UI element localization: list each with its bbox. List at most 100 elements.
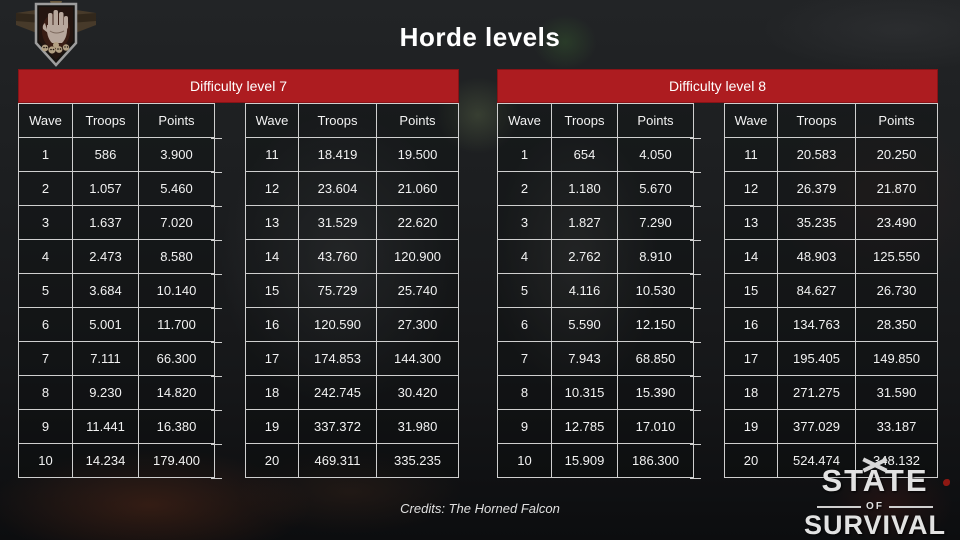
table-cell: 8 bbox=[18, 375, 73, 410]
table-cell: 13 bbox=[245, 205, 299, 240]
table-cell: 20.583 bbox=[777, 137, 856, 172]
table-cell: 19 bbox=[724, 409, 778, 444]
blood-splatter-decoration bbox=[943, 479, 950, 486]
column-header: Troops bbox=[777, 103, 856, 138]
table-row: 19 377.029 33.187 bbox=[724, 409, 938, 444]
table-cell: 4 bbox=[497, 239, 552, 274]
table-cell: 28.350 bbox=[855, 307, 938, 342]
table-cell: 469.311 bbox=[298, 443, 377, 478]
table-cell: 8 bbox=[497, 375, 552, 410]
table-cell: 14 bbox=[245, 239, 299, 274]
table-cell: 134.763 bbox=[777, 307, 856, 342]
table-cell: 16 bbox=[724, 307, 778, 342]
table-row: 9 12.785 17.010 bbox=[497, 409, 694, 444]
table-cell: 19.500 bbox=[376, 137, 459, 172]
table-row: 4 2.762 8.910 bbox=[497, 239, 694, 274]
table-cell: 16 bbox=[245, 307, 299, 342]
table-cell: 27.300 bbox=[376, 307, 459, 342]
table-cell: 242.745 bbox=[298, 375, 377, 410]
table-cell: 20 bbox=[724, 443, 778, 478]
table-header-row: Wave Troops Points bbox=[724, 103, 938, 138]
table-row: 18 271.275 31.590 bbox=[724, 375, 938, 410]
table-cell: 120.590 bbox=[298, 307, 377, 342]
table-cell: 22.620 bbox=[376, 205, 459, 240]
logo-divider-line bbox=[817, 505, 862, 509]
table-cell: 4.116 bbox=[551, 273, 618, 308]
column-header: Points bbox=[376, 103, 459, 138]
table-cell: 2 bbox=[497, 171, 552, 206]
difficulty-8-waves-11-20-table: Wave Troops Points 11 20.583 20.250 12 26.379 2… bbox=[724, 103, 938, 478]
table-cell: 7.020 bbox=[138, 205, 215, 240]
table-cell: 13 bbox=[724, 205, 778, 240]
table-cell: 11 bbox=[245, 137, 299, 172]
table-cell: 23.490 bbox=[855, 205, 938, 240]
table-row: 5 3.684 10.140 bbox=[18, 273, 215, 308]
column-header: Troops bbox=[72, 103, 139, 138]
table-cell: 4.050 bbox=[617, 137, 694, 172]
column-header: Points bbox=[138, 103, 215, 138]
table-cell: 25.740 bbox=[376, 273, 459, 308]
page-title: Horde levels bbox=[399, 22, 561, 52]
table-cell: 12 bbox=[724, 171, 778, 206]
table-cell: 10.140 bbox=[138, 273, 215, 308]
table-cell: 19 bbox=[245, 409, 299, 444]
table-cell: 26.730 bbox=[855, 273, 938, 308]
column-header: Wave bbox=[724, 103, 778, 138]
table-row: 3 1.827 7.290 bbox=[497, 205, 694, 240]
table-cell: 30.420 bbox=[376, 375, 459, 410]
table-cell: 10.315 bbox=[551, 375, 618, 410]
table-cell: 84.627 bbox=[777, 273, 856, 308]
table-cell: 1.057 bbox=[72, 171, 139, 206]
table-row: 17 174.853 144.300 bbox=[245, 341, 459, 376]
table-row: 1 654 4.050 bbox=[497, 137, 694, 172]
table-cell: 48.903 bbox=[777, 239, 856, 274]
table-cell: 15.390 bbox=[617, 375, 694, 410]
zombie-hand-shield-icon bbox=[16, 1, 96, 67]
table-cell: 18 bbox=[724, 375, 778, 410]
table-cell: 8.910 bbox=[617, 239, 694, 274]
table-cell: 9.230 bbox=[72, 375, 139, 410]
table-cell: 174.853 bbox=[298, 341, 377, 376]
table-cell: 16.380 bbox=[138, 409, 215, 444]
table-cell: 4 bbox=[18, 239, 73, 274]
column-header: Points bbox=[855, 103, 938, 138]
difficulty-7-section: Difficulty level 7 Wave Troops Points 1 586… bbox=[18, 69, 459, 479]
table-cell: 1 bbox=[18, 137, 73, 172]
table-cell: 11.700 bbox=[138, 307, 215, 342]
table-cell: 21.060 bbox=[376, 171, 459, 206]
table-cell: 15.909 bbox=[551, 443, 618, 478]
table-row: 5 4.116 10.530 bbox=[497, 273, 694, 308]
table-cell: 337.372 bbox=[298, 409, 377, 444]
table-header-row: Wave Troops Points bbox=[18, 103, 215, 138]
table-row: 1 586 3.900 bbox=[18, 137, 215, 172]
table-row: 8 9.230 14.820 bbox=[18, 375, 215, 410]
table-row: 20 524.474 348.132 bbox=[724, 443, 938, 478]
table-cell: 348.132 bbox=[855, 443, 938, 478]
table-row: 9 11.441 16.380 bbox=[18, 409, 215, 444]
table-row: 16 134.763 28.350 bbox=[724, 307, 938, 342]
table-row: 19 337.372 31.980 bbox=[245, 409, 459, 444]
table-cell: 125.550 bbox=[855, 239, 938, 274]
difficulty-7-waves-11-20-table: Wave Troops Points 11 18.419 19.500 12 23.604 2… bbox=[245, 103, 459, 478]
table-cell: 43.760 bbox=[298, 239, 377, 274]
table-cell: 33.187 bbox=[855, 409, 938, 444]
table-cell: 10 bbox=[18, 443, 73, 478]
table-cell: 2.762 bbox=[551, 239, 618, 274]
table-cell: 1.180 bbox=[551, 171, 618, 206]
table-cell: 68.850 bbox=[617, 341, 694, 376]
horde-event-badge bbox=[12, 1, 100, 76]
table-cell: 654 bbox=[551, 137, 618, 172]
table-cell: 9 bbox=[18, 409, 73, 444]
table-cell: 26.379 bbox=[777, 171, 856, 206]
difficulty-8-waves-1-10-table: Wave Troops Points 1 654 4.050 2 1.180 5.670 3 1.… bbox=[497, 103, 694, 478]
table-row: 7 7.111 66.300 bbox=[18, 341, 215, 376]
table-cell: 3.684 bbox=[72, 273, 139, 308]
table-cell: 66.300 bbox=[138, 341, 215, 376]
table-cell: 20.250 bbox=[855, 137, 938, 172]
table-row: 6 5.590 12.150 bbox=[497, 307, 694, 342]
table-row: 11 20.583 20.250 bbox=[724, 137, 938, 172]
table-row: 8 10.315 15.390 bbox=[497, 375, 694, 410]
table-row: 15 84.627 26.730 bbox=[724, 273, 938, 308]
table-cell: 75.729 bbox=[298, 273, 377, 308]
state-of-survival-logo: STATE OF SURVIVAL bbox=[796, 457, 954, 539]
